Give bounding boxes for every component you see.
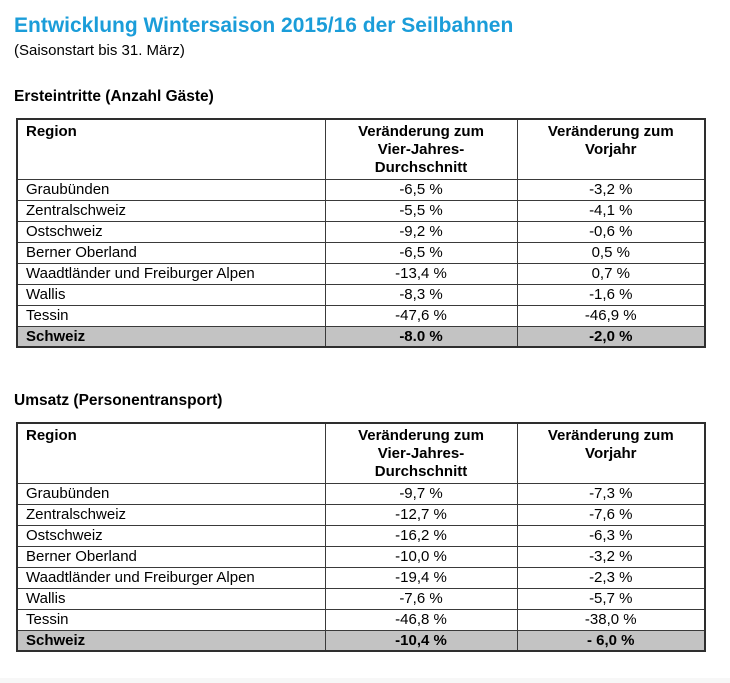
table-row: Tessin -47,6 % -46,9 % [16, 304, 706, 327]
value-cell: -7,6 % [324, 587, 518, 610]
column-header-vorjahr: Veränderung zum Vorjahr [516, 118, 706, 180]
value-cell: -12,7 % [324, 503, 518, 526]
total-row: Schweiz -10,4 % - 6,0 % [16, 629, 706, 652]
column-header-vier-jahres-durchschnitt: Veränderung zum Vier-Jahres- Durchschnit… [324, 118, 518, 180]
region-cell: Wallis [16, 283, 326, 306]
value-cell: -5,5 % [324, 199, 518, 222]
region-cell: Tessin [16, 304, 326, 327]
table-row: Zentralschweiz -12,7 % -7,6 % [16, 503, 706, 526]
value-cell: -2,0 % [516, 325, 706, 348]
page-bottom-edge [0, 678, 730, 683]
umsatz-table: Region Veränderung zum Vier-Jahres- Durc… [16, 421, 706, 653]
value-cell: -9,7 % [324, 482, 518, 505]
region-cell: Schweiz [16, 629, 326, 652]
value-cell: -6,3 % [516, 524, 706, 547]
column-header-region: Region [16, 422, 326, 484]
value-cell: -3,2 % [516, 178, 706, 201]
table-row: Berner Oberland -10,0 % -3,2 % [16, 545, 706, 568]
value-cell: -4,1 % [516, 199, 706, 222]
table-row: Wallis -7,6 % -5,7 % [16, 587, 706, 610]
region-cell: Wallis [16, 587, 326, 610]
value-cell: -7,6 % [516, 503, 706, 526]
value-cell: -46,8 % [324, 608, 518, 631]
value-cell: -3,2 % [516, 545, 706, 568]
region-cell: Ostschweiz [16, 220, 326, 243]
column-header-vier-jahres-durchschnitt: Veränderung zum Vier-Jahres- Durchschnit… [324, 422, 518, 484]
table-row: Graubünden -9,7 % -7,3 % [16, 482, 706, 505]
total-row: Schweiz -8.0 % -2,0 % [16, 325, 706, 348]
value-cell: -7,3 % [516, 482, 706, 505]
column-header-region: Region [16, 118, 326, 180]
section-heading-umsatz: Umsatz (Personentransport) [14, 392, 223, 410]
region-cell: Waadtländer und Freiburger Alpen [16, 566, 326, 589]
value-cell: -5,7 % [516, 587, 706, 610]
table-row: Zentralschweiz -5,5 % -4,1 % [16, 199, 706, 222]
region-cell: Waadtländer und Freiburger Alpen [16, 262, 326, 285]
page-title: Entwicklung Wintersaison 2015/16 der Sei… [14, 14, 514, 37]
table-row: Tessin -46,8 % -38,0 % [16, 608, 706, 631]
table-row: Waadtländer und Freiburger Alpen -19,4 %… [16, 566, 706, 589]
value-cell: 0,5 % [516, 241, 706, 264]
table-row: Ostschweiz -16,2 % -6,3 % [16, 524, 706, 547]
value-cell: -47,6 % [324, 304, 518, 327]
table-row: Ostschweiz -9,2 % -0,6 % [16, 220, 706, 243]
ersteintritte-table: Region Veränderung zum Vier-Jahres- Durc… [16, 117, 706, 349]
table-row: Graubünden -6,5 % -3,2 % [16, 178, 706, 201]
value-cell: -46,9 % [516, 304, 706, 327]
section-heading-ersteintritte: Ersteintritte (Anzahl Gäste) [14, 88, 214, 106]
value-cell: -9,2 % [324, 220, 518, 243]
table-header-row: Region Veränderung zum Vier-Jahres- Durc… [16, 422, 706, 484]
region-cell: Tessin [16, 608, 326, 631]
region-cell: Schweiz [16, 325, 326, 348]
value-cell: 0,7 % [516, 262, 706, 285]
value-cell: -8.0 % [324, 325, 518, 348]
table-row: Berner Oberland -6,5 % 0,5 % [16, 241, 706, 264]
value-cell: -10,4 % [324, 629, 518, 652]
value-cell: -13,4 % [324, 262, 518, 285]
table-header-row: Region Veränderung zum Vier-Jahres- Durc… [16, 118, 706, 180]
value-cell: -16,2 % [324, 524, 518, 547]
region-cell: Graubünden [16, 178, 326, 201]
value-cell: - 6,0 % [516, 629, 706, 652]
value-cell: -6,5 % [324, 178, 518, 201]
column-header-vorjahr: Veränderung zum Vorjahr [516, 422, 706, 484]
value-cell: -6,5 % [324, 241, 518, 264]
value-cell: -1,6 % [516, 283, 706, 306]
region-cell: Berner Oberland [16, 241, 326, 264]
region-cell: Graubünden [16, 482, 326, 505]
value-cell: -10,0 % [324, 545, 518, 568]
region-cell: Ostschweiz [16, 524, 326, 547]
page-subtitle: (Saisonstart bis 31. März) [14, 42, 185, 60]
value-cell: -38,0 % [516, 608, 706, 631]
value-cell: -8,3 % [324, 283, 518, 306]
table-row: Waadtländer und Freiburger Alpen -13,4 %… [16, 262, 706, 285]
table-row: Wallis -8,3 % -1,6 % [16, 283, 706, 306]
region-cell: Berner Oberland [16, 545, 326, 568]
value-cell: -19,4 % [324, 566, 518, 589]
value-cell: -2,3 % [516, 566, 706, 589]
value-cell: -0,6 % [516, 220, 706, 243]
region-cell: Zentralschweiz [16, 199, 326, 222]
region-cell: Zentralschweiz [16, 503, 326, 526]
